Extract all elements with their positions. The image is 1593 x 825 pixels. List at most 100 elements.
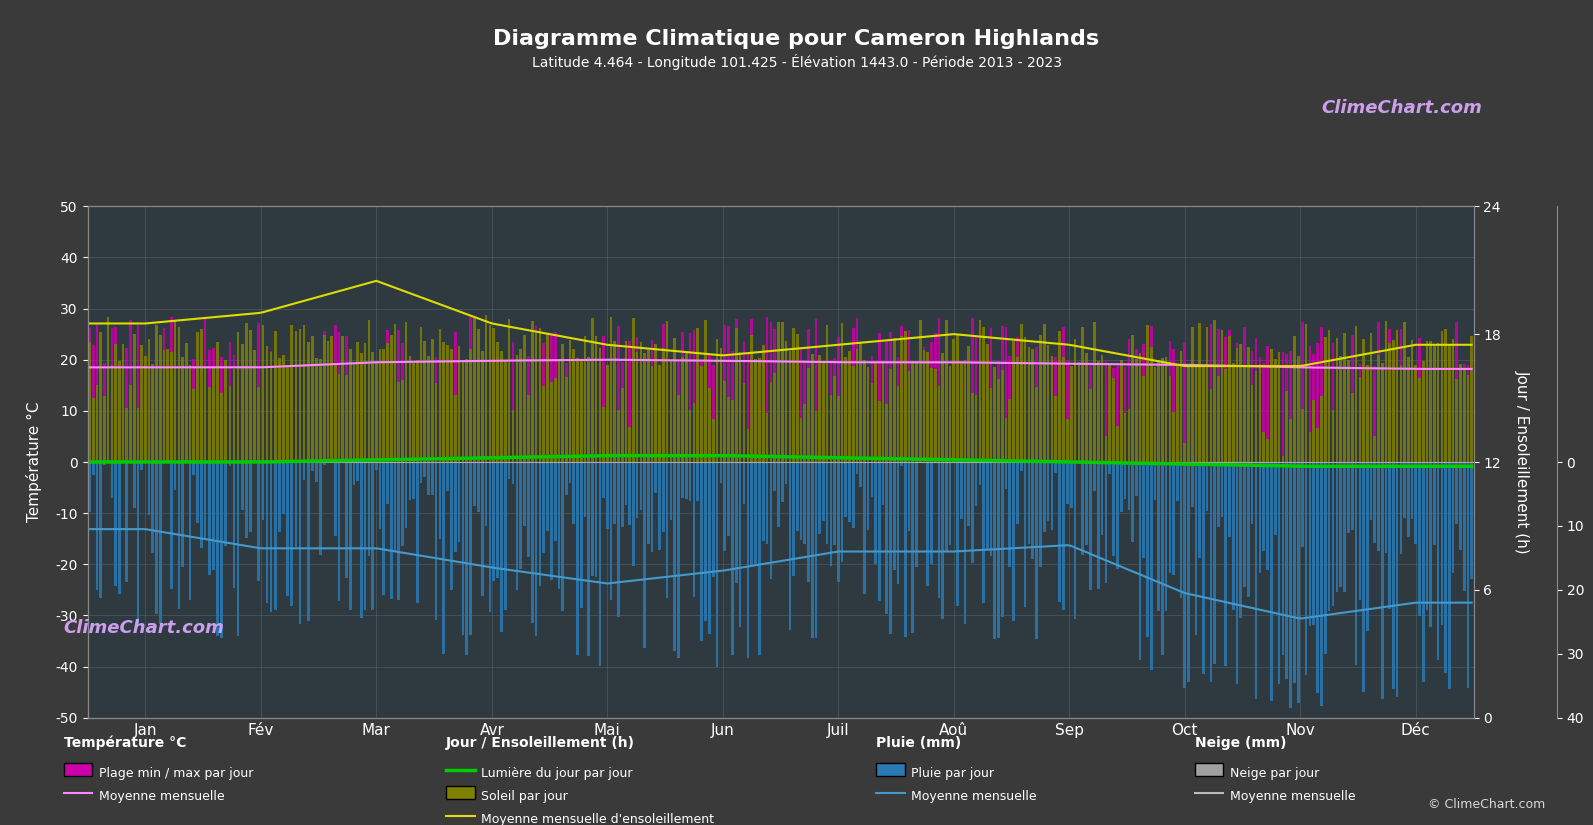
Bar <box>1335 462 1338 592</box>
Bar <box>975 462 978 507</box>
Bar <box>1274 359 1276 462</box>
Bar <box>728 397 730 462</box>
Bar <box>688 333 691 410</box>
Bar <box>886 462 887 614</box>
Bar <box>497 342 499 462</box>
Bar <box>249 462 252 532</box>
Bar <box>1313 399 1316 462</box>
Bar <box>1348 462 1349 533</box>
Bar <box>591 318 594 462</box>
Bar <box>405 462 408 528</box>
Bar <box>199 328 202 462</box>
Bar <box>193 359 194 389</box>
Bar <box>1426 462 1429 610</box>
Bar <box>327 341 330 462</box>
Bar <box>319 462 322 554</box>
Bar <box>489 462 491 612</box>
Bar <box>1047 462 1050 521</box>
Bar <box>126 348 127 408</box>
Text: Moyenne mensuelle: Moyenne mensuelle <box>1230 790 1356 803</box>
Bar <box>546 462 550 531</box>
Bar <box>1415 365 1418 462</box>
Bar <box>245 323 249 462</box>
Bar <box>435 383 438 462</box>
Bar <box>750 336 753 462</box>
Bar <box>527 395 530 462</box>
Bar <box>290 462 293 606</box>
Bar <box>527 462 530 557</box>
Bar <box>261 462 264 521</box>
Bar <box>1093 322 1096 462</box>
Bar <box>674 462 675 651</box>
Bar <box>1359 462 1362 600</box>
Bar <box>1301 323 1303 409</box>
Bar <box>814 319 817 412</box>
Bar <box>688 462 691 501</box>
Bar <box>132 462 135 508</box>
Bar <box>785 462 787 484</box>
Bar <box>335 325 336 364</box>
Bar <box>1058 331 1061 462</box>
Bar <box>379 350 381 462</box>
Bar <box>558 462 561 589</box>
Bar <box>1195 462 1198 635</box>
Bar <box>1063 356 1064 462</box>
Bar <box>908 371 911 462</box>
Bar <box>919 320 922 462</box>
Bar <box>1462 462 1466 591</box>
Bar <box>1128 339 1131 408</box>
Text: Lumière du jour par jour: Lumière du jour par jour <box>481 766 632 780</box>
Bar <box>731 351 734 400</box>
Bar <box>712 419 715 462</box>
Bar <box>1104 361 1107 436</box>
Bar <box>666 321 669 462</box>
Bar <box>118 361 121 462</box>
Bar <box>346 375 347 462</box>
Bar <box>1169 375 1171 462</box>
Bar <box>701 462 703 641</box>
Bar <box>511 342 515 410</box>
Bar <box>1131 462 1134 541</box>
Bar <box>734 462 738 583</box>
Bar <box>825 325 828 462</box>
Bar <box>1184 443 1187 462</box>
Bar <box>393 462 397 552</box>
Bar <box>424 341 425 462</box>
Bar <box>193 389 194 462</box>
Bar <box>193 462 194 475</box>
Bar <box>1418 338 1421 378</box>
Bar <box>1051 462 1053 530</box>
Bar <box>335 462 336 536</box>
Bar <box>371 352 374 462</box>
Bar <box>269 462 272 612</box>
Bar <box>650 462 653 552</box>
Bar <box>878 400 881 462</box>
Bar <box>1066 462 1069 504</box>
Bar <box>550 336 553 382</box>
Bar <box>632 318 634 462</box>
Bar <box>1131 335 1134 462</box>
Bar <box>258 323 260 387</box>
Bar <box>964 462 967 624</box>
Bar <box>196 462 199 523</box>
Bar <box>1308 346 1311 431</box>
Bar <box>739 352 741 462</box>
Bar <box>972 393 973 462</box>
Bar <box>237 332 239 462</box>
Bar <box>1354 462 1357 665</box>
Bar <box>121 344 124 462</box>
Bar <box>742 384 746 462</box>
Bar <box>530 462 534 623</box>
Bar <box>1169 341 1171 375</box>
Bar <box>1225 462 1227 667</box>
Bar <box>830 395 832 462</box>
Bar <box>704 320 707 462</box>
Bar <box>558 361 561 462</box>
Bar <box>287 365 288 462</box>
Bar <box>978 320 981 462</box>
Bar <box>715 339 718 462</box>
Bar <box>621 462 623 527</box>
Bar <box>930 462 933 563</box>
Bar <box>616 326 620 410</box>
Bar <box>983 462 984 602</box>
